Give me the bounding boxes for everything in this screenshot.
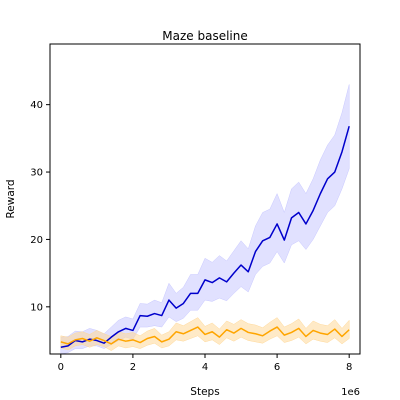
confidence-bands (60, 84, 350, 355)
x-tick-label: 2 (130, 362, 136, 373)
x-tick-label: 0 (58, 362, 64, 373)
series-lines (60, 126, 350, 348)
y-tick-label: 40 (30, 100, 43, 111)
x-tick-label: 8 (346, 362, 352, 373)
x-tick-label: 6 (274, 362, 280, 373)
series-0-band (60, 84, 350, 355)
series-1-line (60, 326, 350, 345)
x-axis-offset-label: 1e6 (341, 387, 360, 398)
x-axis-label: Steps (190, 386, 219, 398)
y-axis-ticks: 10 20 30 40 (30, 100, 50, 313)
y-tick-label: 20 (30, 235, 43, 246)
chart-title: Maze baseline (162, 29, 247, 43)
x-tick-label: 4 (202, 362, 208, 373)
y-tick-label: 30 (30, 168, 43, 179)
y-axis-label: Reward (5, 179, 17, 218)
x-axis-ticks: 0 2 4 6 8 (58, 354, 352, 373)
series-0-line (60, 126, 350, 348)
y-tick-label: 10 (30, 302, 43, 313)
